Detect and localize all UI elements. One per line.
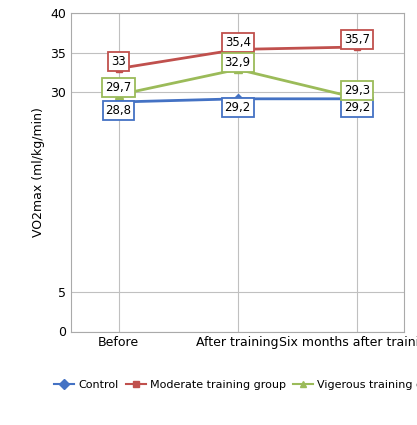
- Vigerous training groep: [354, 96, 359, 101]
- Moderate training group: [354, 45, 359, 50]
- Text: 29,2: 29,2: [225, 101, 251, 114]
- Text: 29,7: 29,7: [106, 81, 132, 94]
- Text: 35,4: 35,4: [225, 36, 251, 49]
- Control: [116, 99, 121, 105]
- Text: 29,2: 29,2: [344, 101, 370, 114]
- Legend: Control, Moderate training group, Vigerous training groep: Control, Moderate training group, Vigero…: [50, 375, 417, 394]
- Text: 33: 33: [111, 55, 126, 68]
- Y-axis label: VO2max (ml/kg/min): VO2max (ml/kg/min): [32, 107, 45, 237]
- Text: 29,3: 29,3: [344, 84, 370, 97]
- Line: Moderate training group: Moderate training group: [115, 43, 360, 72]
- Text: 32,9: 32,9: [225, 56, 251, 69]
- Control: [354, 96, 359, 102]
- Moderate training group: [235, 47, 240, 52]
- Vigerous training groep: [116, 92, 121, 97]
- Moderate training group: [116, 66, 121, 71]
- Text: 35,7: 35,7: [344, 33, 370, 46]
- Vigerous training groep: [235, 67, 240, 72]
- Control: [235, 96, 240, 102]
- Line: Vigerous training groep: Vigerous training groep: [114, 65, 361, 102]
- Line: Control: Control: [115, 95, 360, 105]
- Text: 28,8: 28,8: [106, 104, 131, 117]
